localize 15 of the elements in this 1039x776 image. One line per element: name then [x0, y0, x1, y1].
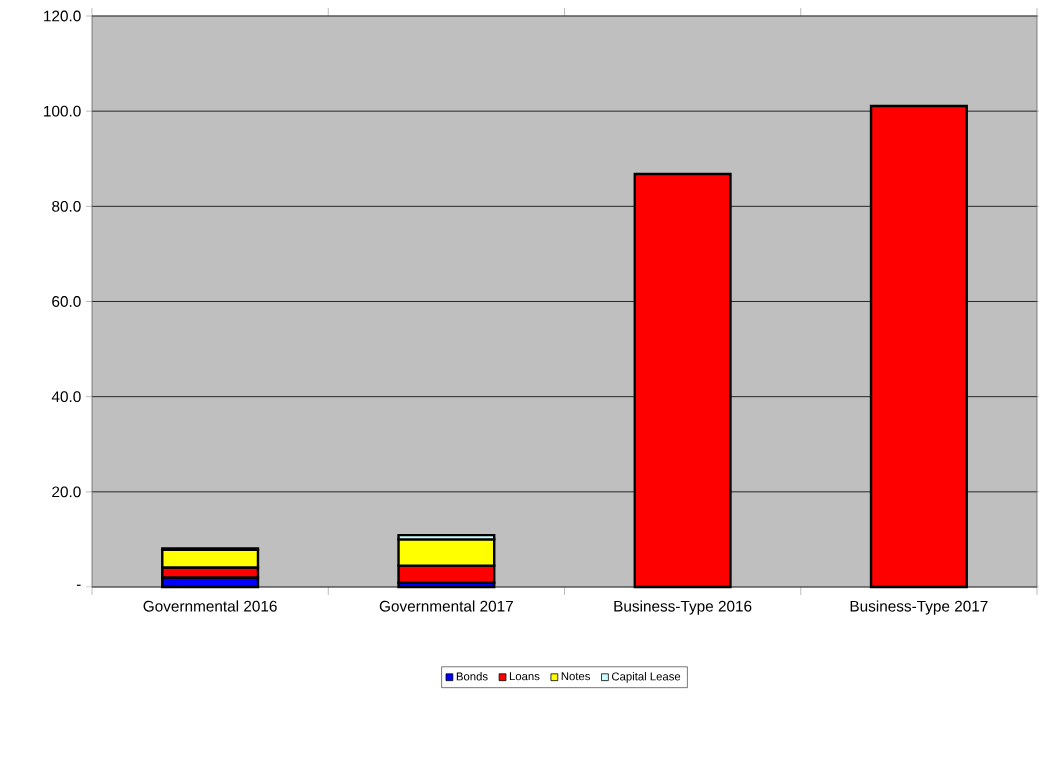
y-tick-label: -: [76, 584, 81, 586]
x-tick-label: Governmental 2016: [143, 600, 277, 612]
y-tick-label: 120.0: [44, 10, 81, 22]
y-tick-label: 100.0: [44, 105, 81, 117]
y-tick-label: 20.0: [52, 486, 81, 498]
legend-label: Loans: [509, 672, 540, 681]
legend-label: Bonds: [456, 672, 488, 681]
x-tick-label: Governmental 2017: [379, 600, 513, 612]
y-tick-label: 60.0: [52, 296, 81, 307]
legend-label: Capital Lease: [612, 672, 681, 683]
y-tick-label: 80.0: [52, 200, 81, 212]
x-tick-label: Business-Type 2017: [850, 600, 988, 615]
legend-label: Notes: [561, 672, 591, 681]
x-tick-label: Business-Type 2016: [614, 600, 752, 615]
y-tick-label: 40.0: [51, 391, 81, 403]
